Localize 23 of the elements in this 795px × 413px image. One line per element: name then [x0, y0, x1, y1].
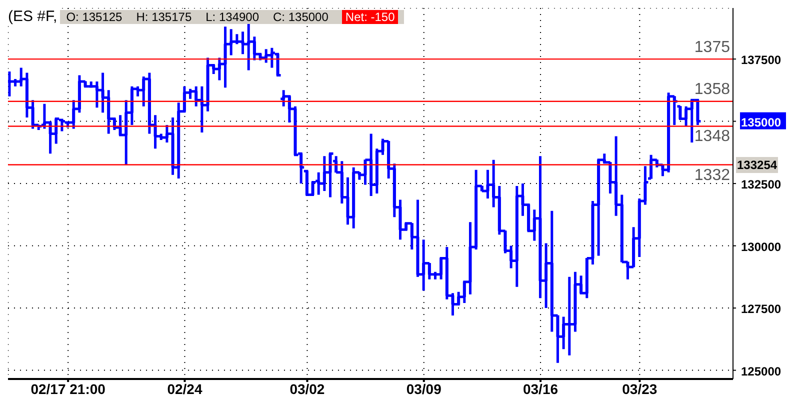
- y-tick-label: 127500: [741, 302, 782, 316]
- text: 133254: [736, 156, 778, 173]
- annotation: L: 134900: [206, 10, 260, 24]
- x-tick-label: 03/16: [523, 380, 558, 397]
- x-tick-label: 03/09: [406, 380, 442, 397]
- y-tick-label: 130000: [741, 240, 782, 254]
- annotation: Net: -150: [342, 10, 398, 24]
- x-tick-label: 03/23: [622, 380, 658, 397]
- annotation: 1332: [694, 166, 730, 185]
- y-tick-label: 125000: [741, 364, 782, 378]
- x-tick-label: 03/02: [290, 380, 325, 397]
- annotation: 1375: [694, 39, 730, 58]
- y-tick-label: 135000: [741, 115, 782, 130]
- annotation: O: 135125: [66, 10, 122, 24]
- annotation: H: 135175: [136, 10, 192, 24]
- annotation: 1358: [694, 81, 730, 100]
- y-tick-label: 132500: [741, 178, 782, 192]
- annotation: 1348: [694, 128, 730, 146]
- chart-title: (ES #F,: [8, 8, 60, 25]
- annotation: C: 135000: [273, 10, 328, 24]
- x-tick-label: 02/24: [167, 380, 202, 397]
- y-tick-label: 137500: [741, 53, 782, 68]
- x-tick-label: 02/17 21:00: [30, 380, 106, 397]
